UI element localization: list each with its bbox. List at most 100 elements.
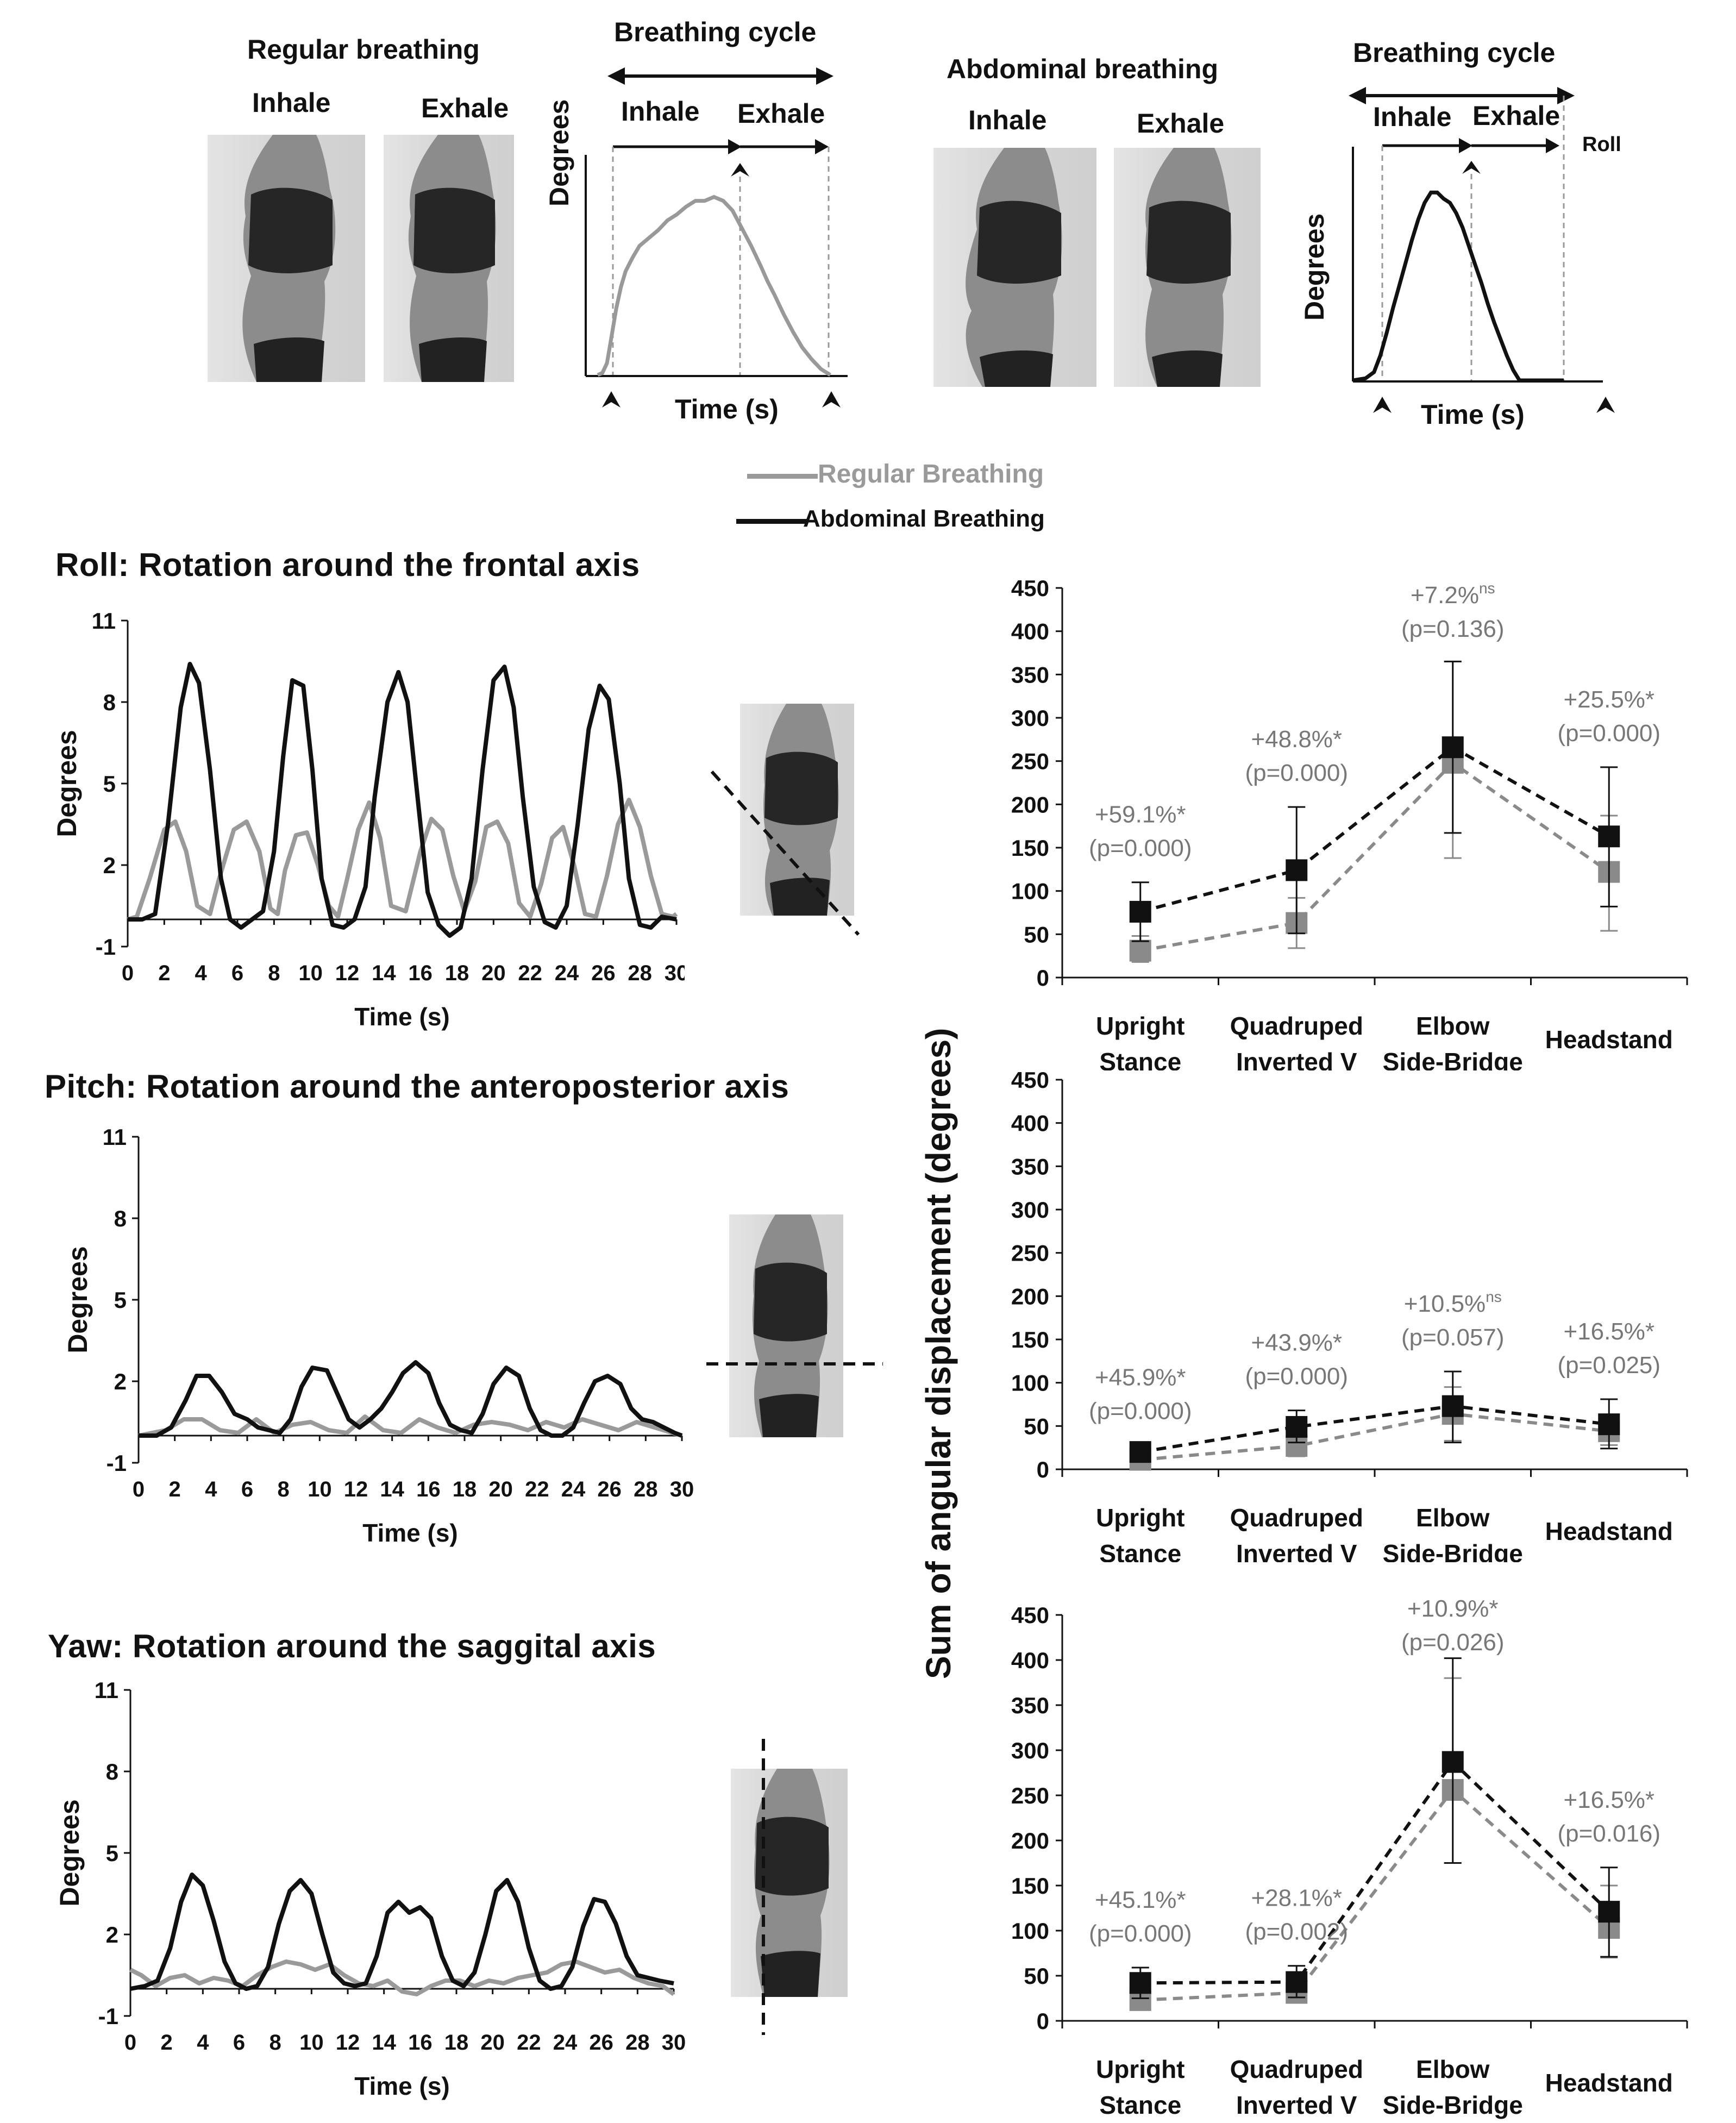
yaw-panel-title: Yaw: Rotation around the saggital axis xyxy=(48,1628,656,1664)
x-axis-label: Time (s) xyxy=(354,2072,450,2100)
regular-breathing-mean-line xyxy=(1140,1412,1609,1462)
y-tick-label: -1 xyxy=(98,2003,118,2029)
abdominal-breathing-mean-line xyxy=(1140,1759,1610,1985)
y-tick-label: 2 xyxy=(114,1369,127,1394)
annotation-percent: +45.9%* xyxy=(1095,1364,1186,1391)
cycle-arrow-right xyxy=(816,67,833,85)
data-point xyxy=(1129,1441,1151,1463)
x-tick-label: 2 xyxy=(158,961,170,985)
torso-figure xyxy=(1145,148,1232,387)
x-tick-label: 22 xyxy=(518,961,542,985)
yaw-axis-line xyxy=(762,1739,765,2035)
y-tick-label: 100 xyxy=(1011,1370,1049,1396)
y-tick-label: 300 xyxy=(1011,1738,1049,1763)
annotation-p: (p=0.000) xyxy=(1245,1363,1348,1390)
annotation-p: (p=0.000) xyxy=(1089,835,1192,862)
sum-angular-ylabel: Sum of angular displacement (degrees) xyxy=(919,1028,958,1680)
legend-regular-swatch xyxy=(747,474,818,479)
pitch-sum-chart: 0 50 100 150 200 250 300 350 400 450 Upright Stance… xyxy=(1011,1067,1688,1562)
x-tick-label: 4 xyxy=(197,2031,209,2055)
category-label: Elbow xyxy=(1416,1012,1490,1040)
y-tick-label: 300 xyxy=(1011,1197,1049,1223)
x-tick-label: 0 xyxy=(124,2031,136,2055)
legend-abdominal-label: Abdominal Breathing xyxy=(803,505,1045,532)
annotation-percent: +10.5%ns xyxy=(1404,1288,1502,1317)
x-tick-label: 28 xyxy=(625,2031,650,2055)
x-tick-label: 0 xyxy=(122,961,134,985)
data-point xyxy=(1598,1413,1620,1436)
y-tick-label: 0 xyxy=(1037,2008,1049,2034)
annotation-percent: +28.1%* xyxy=(1251,1885,1342,1912)
cycle-abdominal-ylabel: Degrees xyxy=(1299,213,1330,321)
y-tick-label: 8 xyxy=(106,1759,118,1784)
abdominal-exhale-label: Exhale xyxy=(1137,108,1225,139)
cycle-abdominal-xlabel: Time (s) xyxy=(1421,399,1525,430)
y-tick-label: 100 xyxy=(1011,1918,1049,1944)
category-label: Side-Bridge xyxy=(1383,1539,1523,1562)
data-point xyxy=(1286,859,1308,881)
x-tick-label: 30 xyxy=(665,961,685,985)
y-tick-label: 8 xyxy=(114,1206,127,1231)
y-tick-label: 0 xyxy=(1037,965,1049,991)
abdominal-breathing-series-line xyxy=(139,1360,683,1438)
y-tick-label: 5 xyxy=(103,771,116,797)
torso-figure xyxy=(753,1214,828,1437)
regular-exhale-photo xyxy=(384,135,514,382)
x-tick-label: 20 xyxy=(481,961,506,985)
y-axis-label: Degrees xyxy=(54,1799,85,1906)
annotation-p: (p=0.025) xyxy=(1557,1352,1660,1379)
y-tick-label: 250 xyxy=(1011,749,1049,774)
category-label: Quadruped xyxy=(1230,1012,1363,1040)
abdominal-cycle-line xyxy=(1352,190,1564,383)
data-point xyxy=(1129,1972,1151,1994)
y-tick-label: 200 xyxy=(1011,1828,1049,1853)
y-tick-label: -1 xyxy=(106,1450,127,1476)
annotation-percent: +16.5%* xyxy=(1563,1318,1654,1345)
y-tick-label: 250 xyxy=(1011,1783,1049,1808)
category-label: Inverted V xyxy=(1236,1048,1357,1070)
x-tick-label: 14 xyxy=(372,961,396,985)
pitch-panel-title: Pitch: Rotation around the anteroposteri… xyxy=(45,1068,789,1105)
x-axis-label: Time (s) xyxy=(362,1519,458,1547)
y-tick-label: 50 xyxy=(1024,1963,1049,1989)
y-tick-label: 400 xyxy=(1011,1111,1049,1136)
torso-figure xyxy=(754,1769,830,1997)
regular-breathing-mean-line xyxy=(1140,760,1610,953)
regular-breathing-series-line xyxy=(138,1414,683,1438)
legend-abdominal-swatch xyxy=(736,519,807,524)
torso-figure xyxy=(242,135,336,382)
data-point xyxy=(1598,1901,1620,1923)
x-tick-label: 14 xyxy=(380,1477,404,1501)
x-tick-label: 20 xyxy=(488,1477,513,1501)
y-tick-label: 300 xyxy=(1011,705,1049,731)
cycle-abdominal-diagram xyxy=(1349,87,1615,413)
y-tick-label: 5 xyxy=(114,1287,127,1313)
y-tick-label: 5 xyxy=(106,1840,118,1866)
y-tick-label: 150 xyxy=(1011,1327,1049,1352)
x-tick-label: 26 xyxy=(589,2031,613,2055)
regular-breathing-series-line xyxy=(127,798,678,922)
cycle-regular-xlabel: Time (s) xyxy=(675,394,779,424)
data-point xyxy=(1442,1395,1464,1417)
end-marker xyxy=(822,391,841,408)
cycle-regular-ylabel: Degrees xyxy=(544,99,574,206)
y-tick-label: 11 xyxy=(103,1124,127,1150)
start-marker xyxy=(602,391,621,408)
annotation-p: (p=0.026) xyxy=(1401,1629,1505,1656)
category-label: Quadruped xyxy=(1230,1504,1363,1532)
x-tick-label: 14 xyxy=(372,2031,396,2055)
x-tick-label: 12 xyxy=(344,1477,368,1501)
y-tick-label: 11 xyxy=(92,608,116,634)
annotation-p: (p=0.000) xyxy=(1245,760,1348,786)
x-tick-label: 6 xyxy=(241,1477,253,1501)
regular-breathing-title: Regular breathing xyxy=(247,34,480,65)
peak-marker xyxy=(731,163,749,177)
category-label: Headstand xyxy=(1545,2069,1673,2097)
cycle-abdominal-title: Breathing cycle xyxy=(1353,37,1556,68)
cycle-abdominal-roll: Roll xyxy=(1582,133,1621,156)
x-tick-label: 30 xyxy=(662,2031,686,2055)
annotation-percent: +43.9%* xyxy=(1251,1330,1342,1356)
category-label: Headstand xyxy=(1545,1025,1673,1054)
y-tick-label: 250 xyxy=(1011,1241,1049,1266)
